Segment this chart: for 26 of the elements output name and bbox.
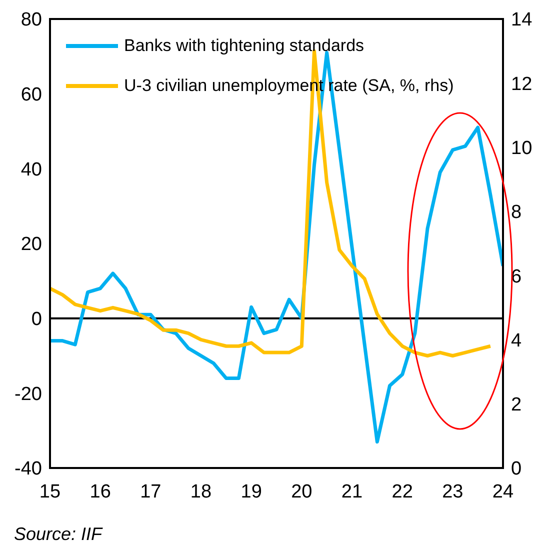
y2-tick-label: 0 (511, 458, 522, 480)
x-tick-label: 16 (90, 481, 111, 502)
x-tick-label: 15 (39, 481, 61, 502)
y2-tick-label: 4 (511, 330, 522, 352)
source-note: Source: IIF (14, 524, 102, 545)
y-tick-label: 20 (20, 234, 42, 256)
x-tick-label: 19 (240, 481, 262, 502)
x-tick-label: 24 (492, 481, 514, 502)
x-tick-label: 21 (341, 481, 363, 502)
y-tick-label: 0 (31, 309, 42, 330)
y2-tick-label: 8 (511, 202, 522, 224)
x-tick-label: 17 (140, 481, 162, 502)
y-tick-label: -40 (14, 458, 42, 480)
x-tick-label: 20 (291, 481, 312, 502)
y-tick-label: -20 (14, 384, 42, 405)
y2-tick-label: 10 (511, 138, 532, 160)
y-tick-label: 40 (20, 159, 42, 180)
x-tick-label: 23 (442, 481, 464, 502)
legend-label: Banks with tightening standards (124, 36, 364, 56)
y-tick-label: 80 (20, 10, 42, 31)
y-tick-label: 60 (20, 84, 42, 106)
y2-tick-label: 14 (511, 10, 533, 31)
y2-tick-label: 12 (511, 74, 532, 95)
y2-tick-label: 2 (511, 394, 522, 416)
x-tick-label: 18 (190, 481, 212, 502)
x-tick-label: 22 (392, 481, 413, 502)
